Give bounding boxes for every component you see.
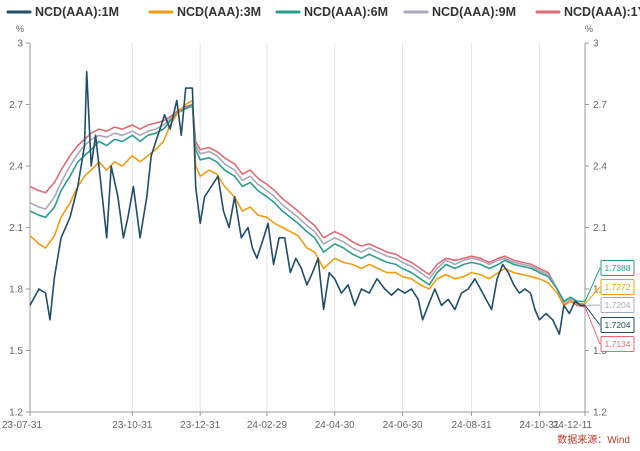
series-line	[29, 103, 586, 308]
y-tick-label-left: 1.5	[9, 346, 23, 357]
end-label-value: 1.7134	[605, 339, 631, 349]
series-line	[29, 103, 586, 303]
legend-label: NCD(AAA):6M	[304, 5, 388, 19]
y-unit-left: %	[16, 24, 24, 34]
series-line	[29, 99, 586, 307]
x-tick-label: 24-02-29	[247, 420, 287, 431]
x-tick-label: 23-12-31	[180, 420, 220, 431]
x-tick-label: 24-10-31	[519, 420, 559, 431]
end-label-box	[600, 297, 635, 313]
y-tick-label-left: 1.8	[9, 285, 23, 296]
x-tick-label: 24-06-30	[383, 420, 423, 431]
grid	[29, 43, 586, 412]
y-tick-label-left: 2.4	[9, 162, 23, 173]
x-tick-label: 24-08-31	[452, 420, 492, 431]
end-label-box	[600, 279, 635, 295]
legend: NCD(AAA):1M NCD(AAA):3M NCD(AAA):6M NCD(AAA…	[6, 5, 640, 19]
end-label-value: 1.7388	[605, 263, 631, 273]
axes: 23-07-31 23-10-31 23-12-31 24-02-29 24-04-30…	[2, 39, 607, 432]
end-label-box	[600, 336, 635, 352]
source-note: 数据来源：Wind	[557, 433, 630, 446]
end-label-leader	[584, 305, 601, 326]
y-tick-label-right: 3	[593, 39, 599, 50]
legend-label: NCD(AAA):1M	[35, 5, 119, 19]
series-lines	[29, 70, 586, 335]
y-tick-label-left: 2.1	[9, 223, 23, 234]
series-line	[29, 70, 586, 335]
end-label-box	[600, 260, 635, 276]
y-tick-label-right: 2.4	[593, 162, 607, 173]
end-label-leader	[584, 267, 601, 302]
y-tick-label-right: 1.5	[593, 346, 607, 357]
legend-label: NCD(AAA):9M	[432, 5, 516, 19]
y-tick-label-right: 1.8	[593, 285, 607, 296]
y-tick-label-right: 2.1	[593, 223, 607, 234]
x-tick-label: 24-04-30	[315, 420, 355, 431]
end-label-value: 1.7204	[605, 320, 631, 330]
y-tick-label-right: 1.2	[593, 408, 607, 419]
end-label-leader	[584, 306, 601, 345]
x-tick-label: 23-10-31	[112, 420, 152, 431]
end-label-value: 1.7204	[605, 300, 631, 310]
legend-label: NCD(AAA):3M	[177, 5, 261, 19]
y-tick-label-right: 2.7	[593, 100, 607, 111]
legend-label: NCD(AAA):1Y	[564, 5, 640, 19]
series-line	[29, 105, 586, 307]
x-tick-label: 24-12-11	[553, 420, 593, 431]
y-tick-label-left: 2.7	[9, 100, 23, 111]
end-label-leader	[584, 286, 601, 305]
end-labels: 1.7204 1.7272 1.7388 1.7204 1.7134	[584, 260, 635, 352]
end-label-value: 1.7272	[605, 282, 631, 292]
y-unit-right: %	[585, 24, 593, 34]
end-label-box	[600, 317, 635, 333]
x-tick-label: 23-07-31	[2, 420, 42, 431]
y-tick-label-left: 1.2	[9, 408, 23, 419]
y-tick-label-left: 3	[17, 39, 23, 50]
